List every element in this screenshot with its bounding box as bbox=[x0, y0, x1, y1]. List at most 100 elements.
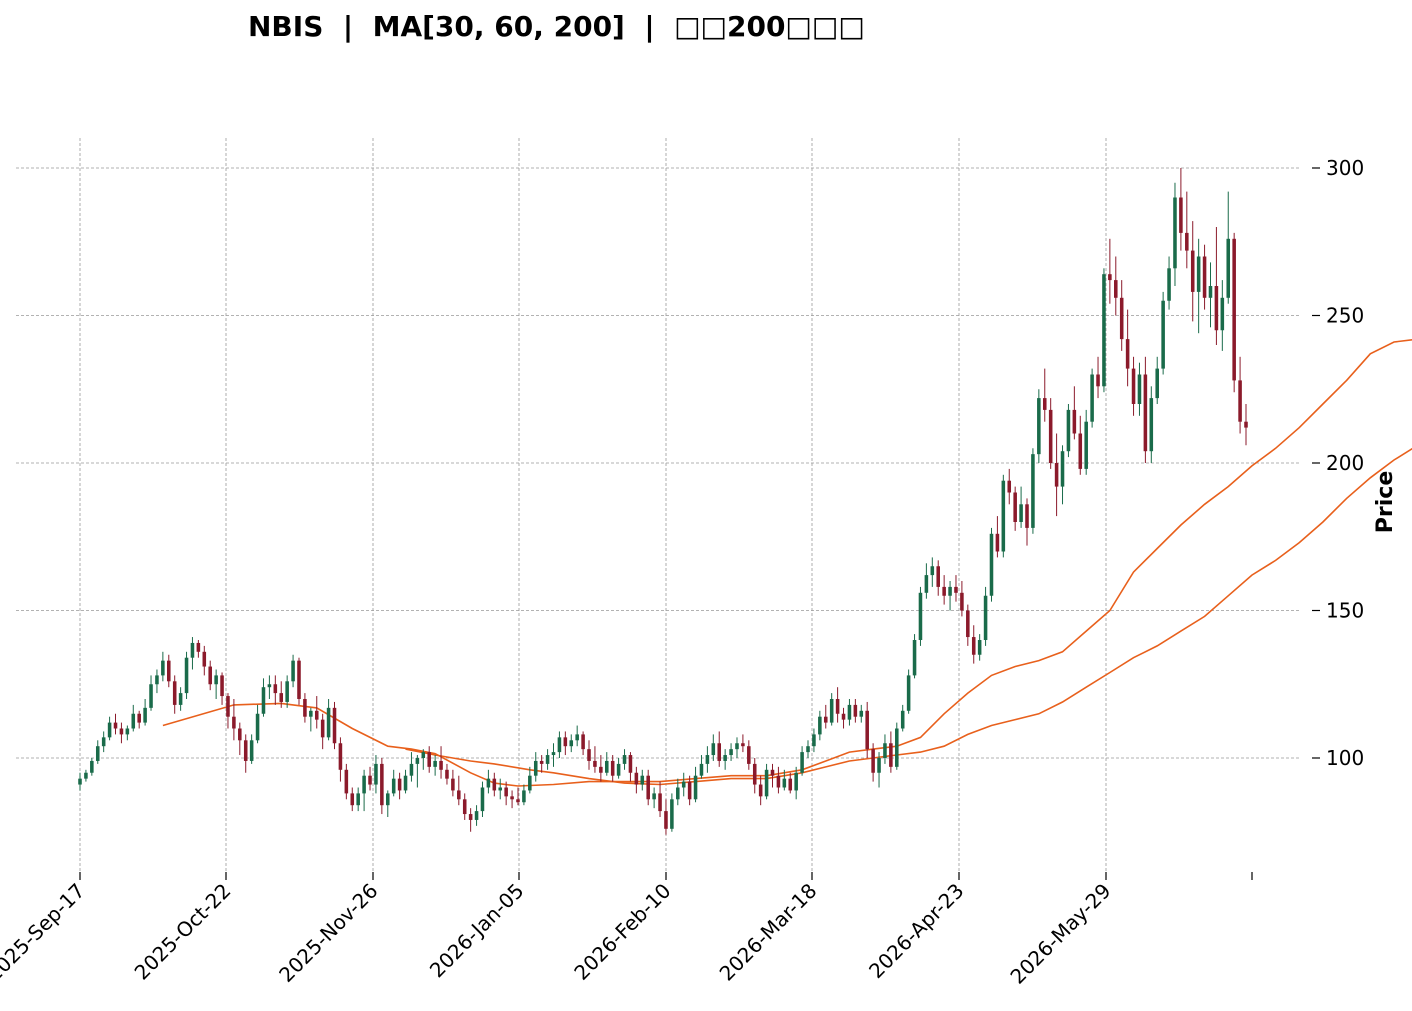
candle-body bbox=[723, 755, 727, 761]
candle-up bbox=[806, 740, 810, 758]
candle-body bbox=[469, 814, 473, 820]
candle-body bbox=[386, 793, 390, 805]
candle-up bbox=[309, 708, 313, 732]
candle-up bbox=[108, 717, 112, 741]
candle-up bbox=[706, 746, 710, 773]
candle-down bbox=[836, 687, 840, 722]
candle-up bbox=[1161, 292, 1165, 375]
candle-down bbox=[824, 705, 828, 729]
candle-down bbox=[297, 658, 301, 705]
candle-up bbox=[1167, 257, 1171, 310]
candle-body bbox=[102, 737, 106, 746]
candle-up bbox=[1155, 357, 1159, 404]
candle-body bbox=[599, 767, 603, 773]
candle-down bbox=[173, 675, 177, 713]
candle-body bbox=[658, 793, 662, 811]
candle-body bbox=[682, 782, 686, 788]
candle-body bbox=[1179, 198, 1183, 233]
candle-body bbox=[291, 661, 295, 682]
candle-body bbox=[84, 773, 88, 779]
candle-body bbox=[629, 755, 633, 773]
candle-body bbox=[948, 587, 952, 596]
candle-body bbox=[345, 770, 349, 794]
candle-body bbox=[569, 740, 573, 746]
candle-down bbox=[972, 625, 976, 663]
candle-body bbox=[1221, 298, 1225, 330]
candle-body bbox=[404, 776, 408, 791]
candle-body bbox=[1238, 380, 1242, 421]
candle-body bbox=[120, 729, 124, 735]
candle-down bbox=[564, 731, 568, 755]
candle-up bbox=[161, 652, 165, 682]
candle-body bbox=[131, 714, 135, 729]
candle-body bbox=[1108, 274, 1112, 280]
candle-up bbox=[1067, 404, 1071, 457]
candle-up bbox=[1031, 448, 1035, 534]
candle-body bbox=[1120, 298, 1124, 339]
y-tick-label: 200 bbox=[1326, 451, 1364, 475]
candle-body bbox=[510, 796, 514, 799]
candle-up bbox=[149, 675, 153, 710]
candle-up bbox=[481, 782, 485, 817]
candle-body bbox=[392, 779, 396, 794]
candle-up bbox=[155, 670, 159, 694]
candle-up bbox=[883, 734, 887, 764]
candle-up bbox=[830, 693, 834, 725]
candle-body bbox=[984, 596, 988, 640]
candle-body bbox=[315, 711, 319, 720]
candle-body bbox=[848, 705, 852, 720]
candle-body bbox=[830, 699, 834, 723]
candle-up bbox=[498, 779, 502, 800]
candle-up bbox=[410, 752, 414, 782]
candle-body bbox=[285, 681, 289, 702]
candle-body bbox=[617, 764, 621, 776]
candle-body bbox=[788, 779, 792, 791]
candle-body bbox=[558, 737, 562, 752]
candle-down bbox=[646, 770, 650, 805]
candle-down bbox=[611, 755, 615, 782]
candle-body bbox=[540, 761, 544, 764]
candle-down bbox=[167, 655, 171, 687]
candle-body bbox=[1244, 422, 1248, 428]
candle-up bbox=[84, 770, 88, 782]
candle-body bbox=[1185, 233, 1189, 251]
candle-body bbox=[765, 770, 769, 797]
candle-body bbox=[1197, 257, 1201, 292]
candle-body bbox=[108, 723, 112, 738]
candle-up bbox=[262, 678, 266, 716]
candle-up bbox=[1002, 475, 1006, 558]
candle-up bbox=[860, 705, 864, 723]
candle-layer bbox=[78, 168, 1248, 835]
ma-line-30 bbox=[163, 339, 1412, 786]
candle-body bbox=[978, 640, 982, 655]
candle-body bbox=[652, 793, 656, 799]
candle-up bbox=[800, 746, 804, 776]
candle-body bbox=[996, 534, 1000, 552]
candle-down bbox=[960, 581, 964, 616]
candle-down bbox=[368, 767, 372, 791]
candle-down bbox=[1114, 257, 1118, 316]
candle-down bbox=[889, 731, 893, 772]
candle-body bbox=[327, 708, 331, 738]
candle-down bbox=[1191, 221, 1195, 321]
candle-up bbox=[670, 793, 674, 831]
candle-body bbox=[422, 752, 426, 758]
candle-body bbox=[919, 593, 923, 640]
candle-up bbox=[984, 587, 988, 646]
candle-body bbox=[1209, 286, 1213, 298]
candle-down bbox=[1073, 386, 1077, 439]
candle-up bbox=[374, 755, 378, 793]
candle-body bbox=[860, 711, 864, 717]
candle-body bbox=[936, 566, 940, 587]
candle-down bbox=[658, 782, 662, 817]
candle-body bbox=[350, 793, 354, 805]
candle-down bbox=[333, 702, 337, 749]
candle-body bbox=[854, 705, 858, 717]
candle-down bbox=[1120, 280, 1124, 351]
ma-line-60 bbox=[406, 445, 1412, 784]
candle-body bbox=[528, 776, 532, 791]
candle-body bbox=[646, 776, 650, 800]
candle-body bbox=[274, 684, 278, 693]
candle-down bbox=[203, 646, 207, 676]
candle-body bbox=[262, 687, 266, 714]
